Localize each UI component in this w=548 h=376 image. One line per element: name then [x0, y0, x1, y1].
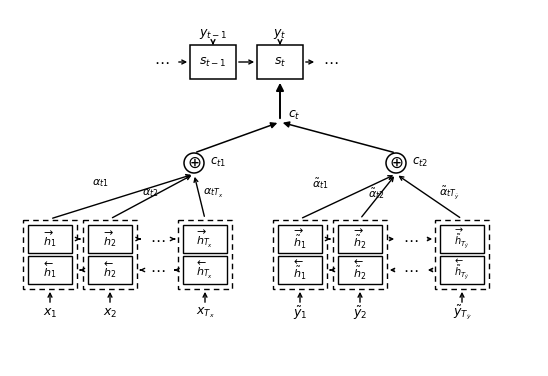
Bar — [278, 256, 322, 284]
Bar — [440, 225, 484, 253]
Text: $\overleftarrow{\tilde{h}}_{T_{\tilde{y}}}$: $\overleftarrow{\tilde{h}}_{T_{\tilde{y}… — [454, 258, 470, 282]
Bar — [278, 225, 322, 253]
Text: $\overrightarrow{\tilde{h}}_2$: $\overrightarrow{\tilde{h}}_2$ — [353, 227, 367, 250]
Text: $\tilde{\alpha}_{t2}$: $\tilde{\alpha}_{t2}$ — [368, 186, 384, 201]
Text: $\cdots$: $\cdots$ — [403, 232, 419, 247]
Text: $\alpha_{t1}$: $\alpha_{t1}$ — [92, 177, 109, 190]
Text: $c_{t1}$: $c_{t1}$ — [210, 155, 226, 168]
Bar — [28, 256, 72, 284]
Text: $\tilde{y}_{T_{\tilde{y}}}$: $\tilde{y}_{T_{\tilde{y}}}$ — [453, 304, 471, 322]
Text: $\alpha_{tT_x}$: $\alpha_{tT_x}$ — [203, 187, 224, 200]
Bar — [178, 220, 232, 289]
Text: $x_1$: $x_1$ — [43, 306, 57, 320]
Bar — [28, 225, 72, 253]
Text: $\oplus$: $\oplus$ — [187, 154, 201, 172]
Text: $\overleftarrow{h}_1$: $\overleftarrow{h}_1$ — [43, 260, 56, 280]
Bar — [338, 225, 382, 253]
Text: $x_{T_x}$: $x_{T_x}$ — [196, 306, 214, 320]
Text: $\overrightarrow{h}_2$: $\overrightarrow{h}_2$ — [104, 229, 117, 249]
Text: $\overrightarrow{\tilde{h}}_{T_{\tilde{y}}}$: $\overrightarrow{\tilde{h}}_{T_{\tilde{y… — [454, 227, 470, 251]
Text: $\cdots$: $\cdots$ — [150, 232, 165, 247]
Text: $\cdots$: $\cdots$ — [150, 262, 165, 277]
Text: $\oplus$: $\oplus$ — [389, 154, 403, 172]
Text: $y_{t-1}$: $y_{t-1}$ — [199, 27, 227, 41]
Bar — [183, 256, 227, 284]
Text: $\tilde{y}_1$: $\tilde{y}_1$ — [293, 304, 307, 322]
Text: $\overrightarrow{h}_1$: $\overrightarrow{h}_1$ — [43, 229, 56, 249]
Bar — [190, 45, 236, 79]
Text: $s_{t-1}$: $s_{t-1}$ — [199, 55, 227, 68]
Text: $\tilde{\alpha}_{t1}$: $\tilde{\alpha}_{t1}$ — [312, 176, 328, 191]
Text: $\cdots$: $\cdots$ — [155, 55, 170, 70]
Bar — [273, 220, 327, 289]
Bar — [338, 256, 382, 284]
Circle shape — [184, 153, 204, 173]
Text: $\alpha_{t2}$: $\alpha_{t2}$ — [142, 188, 158, 199]
Text: $\overleftarrow{\tilde{h}}_2$: $\overleftarrow{\tilde{h}}_2$ — [353, 258, 367, 282]
Text: $\overleftarrow{\tilde{h}}_1$: $\overleftarrow{\tilde{h}}_1$ — [293, 258, 307, 282]
Text: $\tilde{\alpha}_{tT_{\tilde{y}}}$: $\tilde{\alpha}_{tT_{\tilde{y}}}$ — [439, 185, 459, 202]
Text: $c_{t2}$: $c_{t2}$ — [412, 155, 428, 168]
Text: $\cdots$: $\cdots$ — [403, 262, 419, 277]
Text: $\overleftarrow{h}_{T_x}$: $\overleftarrow{h}_{T_x}$ — [196, 259, 214, 280]
Bar — [23, 220, 77, 289]
Bar — [183, 225, 227, 253]
Text: $\overrightarrow{h}_{T_x}$: $\overrightarrow{h}_{T_x}$ — [196, 229, 214, 250]
Bar — [440, 256, 484, 284]
Text: $c_t$: $c_t$ — [288, 108, 300, 121]
Text: $\overleftarrow{h}_2$: $\overleftarrow{h}_2$ — [104, 260, 117, 280]
Text: $\overrightarrow{\tilde{h}}_1$: $\overrightarrow{\tilde{h}}_1$ — [293, 227, 307, 250]
Text: $x_2$: $x_2$ — [103, 306, 117, 320]
Bar — [435, 220, 489, 289]
Text: $\tilde{y}_2$: $\tilde{y}_2$ — [353, 304, 367, 322]
Bar — [88, 256, 132, 284]
Bar — [257, 45, 303, 79]
Bar — [88, 225, 132, 253]
Bar — [83, 220, 137, 289]
Text: $s_t$: $s_t$ — [274, 55, 286, 68]
Bar — [333, 220, 387, 289]
Text: $\cdots$: $\cdots$ — [323, 55, 339, 70]
Circle shape — [386, 153, 406, 173]
Text: $y_t$: $y_t$ — [273, 27, 287, 41]
